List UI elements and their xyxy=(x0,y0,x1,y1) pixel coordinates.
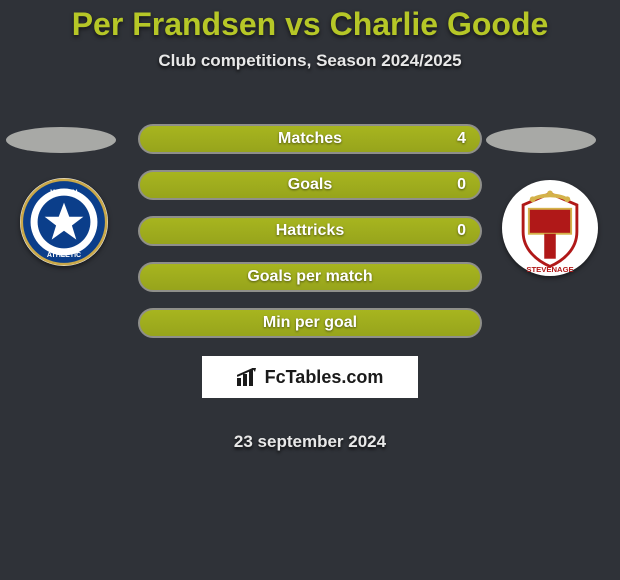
stat-row: Matches4 xyxy=(138,124,482,154)
date-line: 23 september 2024 xyxy=(0,432,620,452)
stat-label: Matches xyxy=(140,130,480,148)
comparison-infographic: Per Frandsen vs Charlie Goode Club compe… xyxy=(0,0,620,580)
stat-row: Goals per match xyxy=(138,262,482,292)
stat-value-right: 4 xyxy=(457,130,466,148)
stat-value-right: 0 xyxy=(457,222,466,240)
brand-text: FcTables.com xyxy=(265,367,384,388)
brand-box: FcTables.com xyxy=(202,356,418,398)
stat-label: Goals per match xyxy=(140,268,480,286)
stat-row: Min per goal xyxy=(138,308,482,338)
bar-chart-icon xyxy=(237,368,259,386)
stats-block: Matches4Goals0Hattricks0Goals per matchM… xyxy=(0,124,620,354)
subtitle: Club competitions, Season 2024/2025 xyxy=(0,51,620,71)
stat-row: Hattricks0 xyxy=(138,216,482,246)
stat-row: Goals0 xyxy=(138,170,482,200)
stat-label: Goals xyxy=(140,176,480,194)
stat-value-right: 0 xyxy=(457,176,466,194)
stat-label: Hattricks xyxy=(140,222,480,240)
page-title: Per Frandsen vs Charlie Goode xyxy=(0,0,620,43)
stat-label: Min per goal xyxy=(140,314,480,332)
